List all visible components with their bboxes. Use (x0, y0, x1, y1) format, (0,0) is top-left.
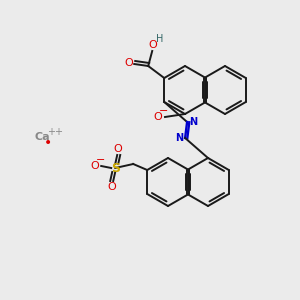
Text: •: • (44, 136, 52, 150)
Text: −: − (95, 155, 105, 165)
Text: O: O (91, 161, 100, 171)
Text: Ca: Ca (34, 132, 50, 142)
Text: O: O (154, 112, 162, 122)
Text: N: N (189, 117, 197, 127)
Text: O: O (125, 58, 134, 68)
Text: O: O (149, 40, 158, 50)
Text: O: O (114, 144, 123, 154)
Text: N: N (175, 133, 183, 143)
Text: H: H (155, 34, 163, 44)
Text: O: O (108, 182, 117, 192)
Text: ++: ++ (47, 127, 63, 137)
Text: S: S (111, 161, 120, 175)
Text: −: − (159, 106, 169, 116)
